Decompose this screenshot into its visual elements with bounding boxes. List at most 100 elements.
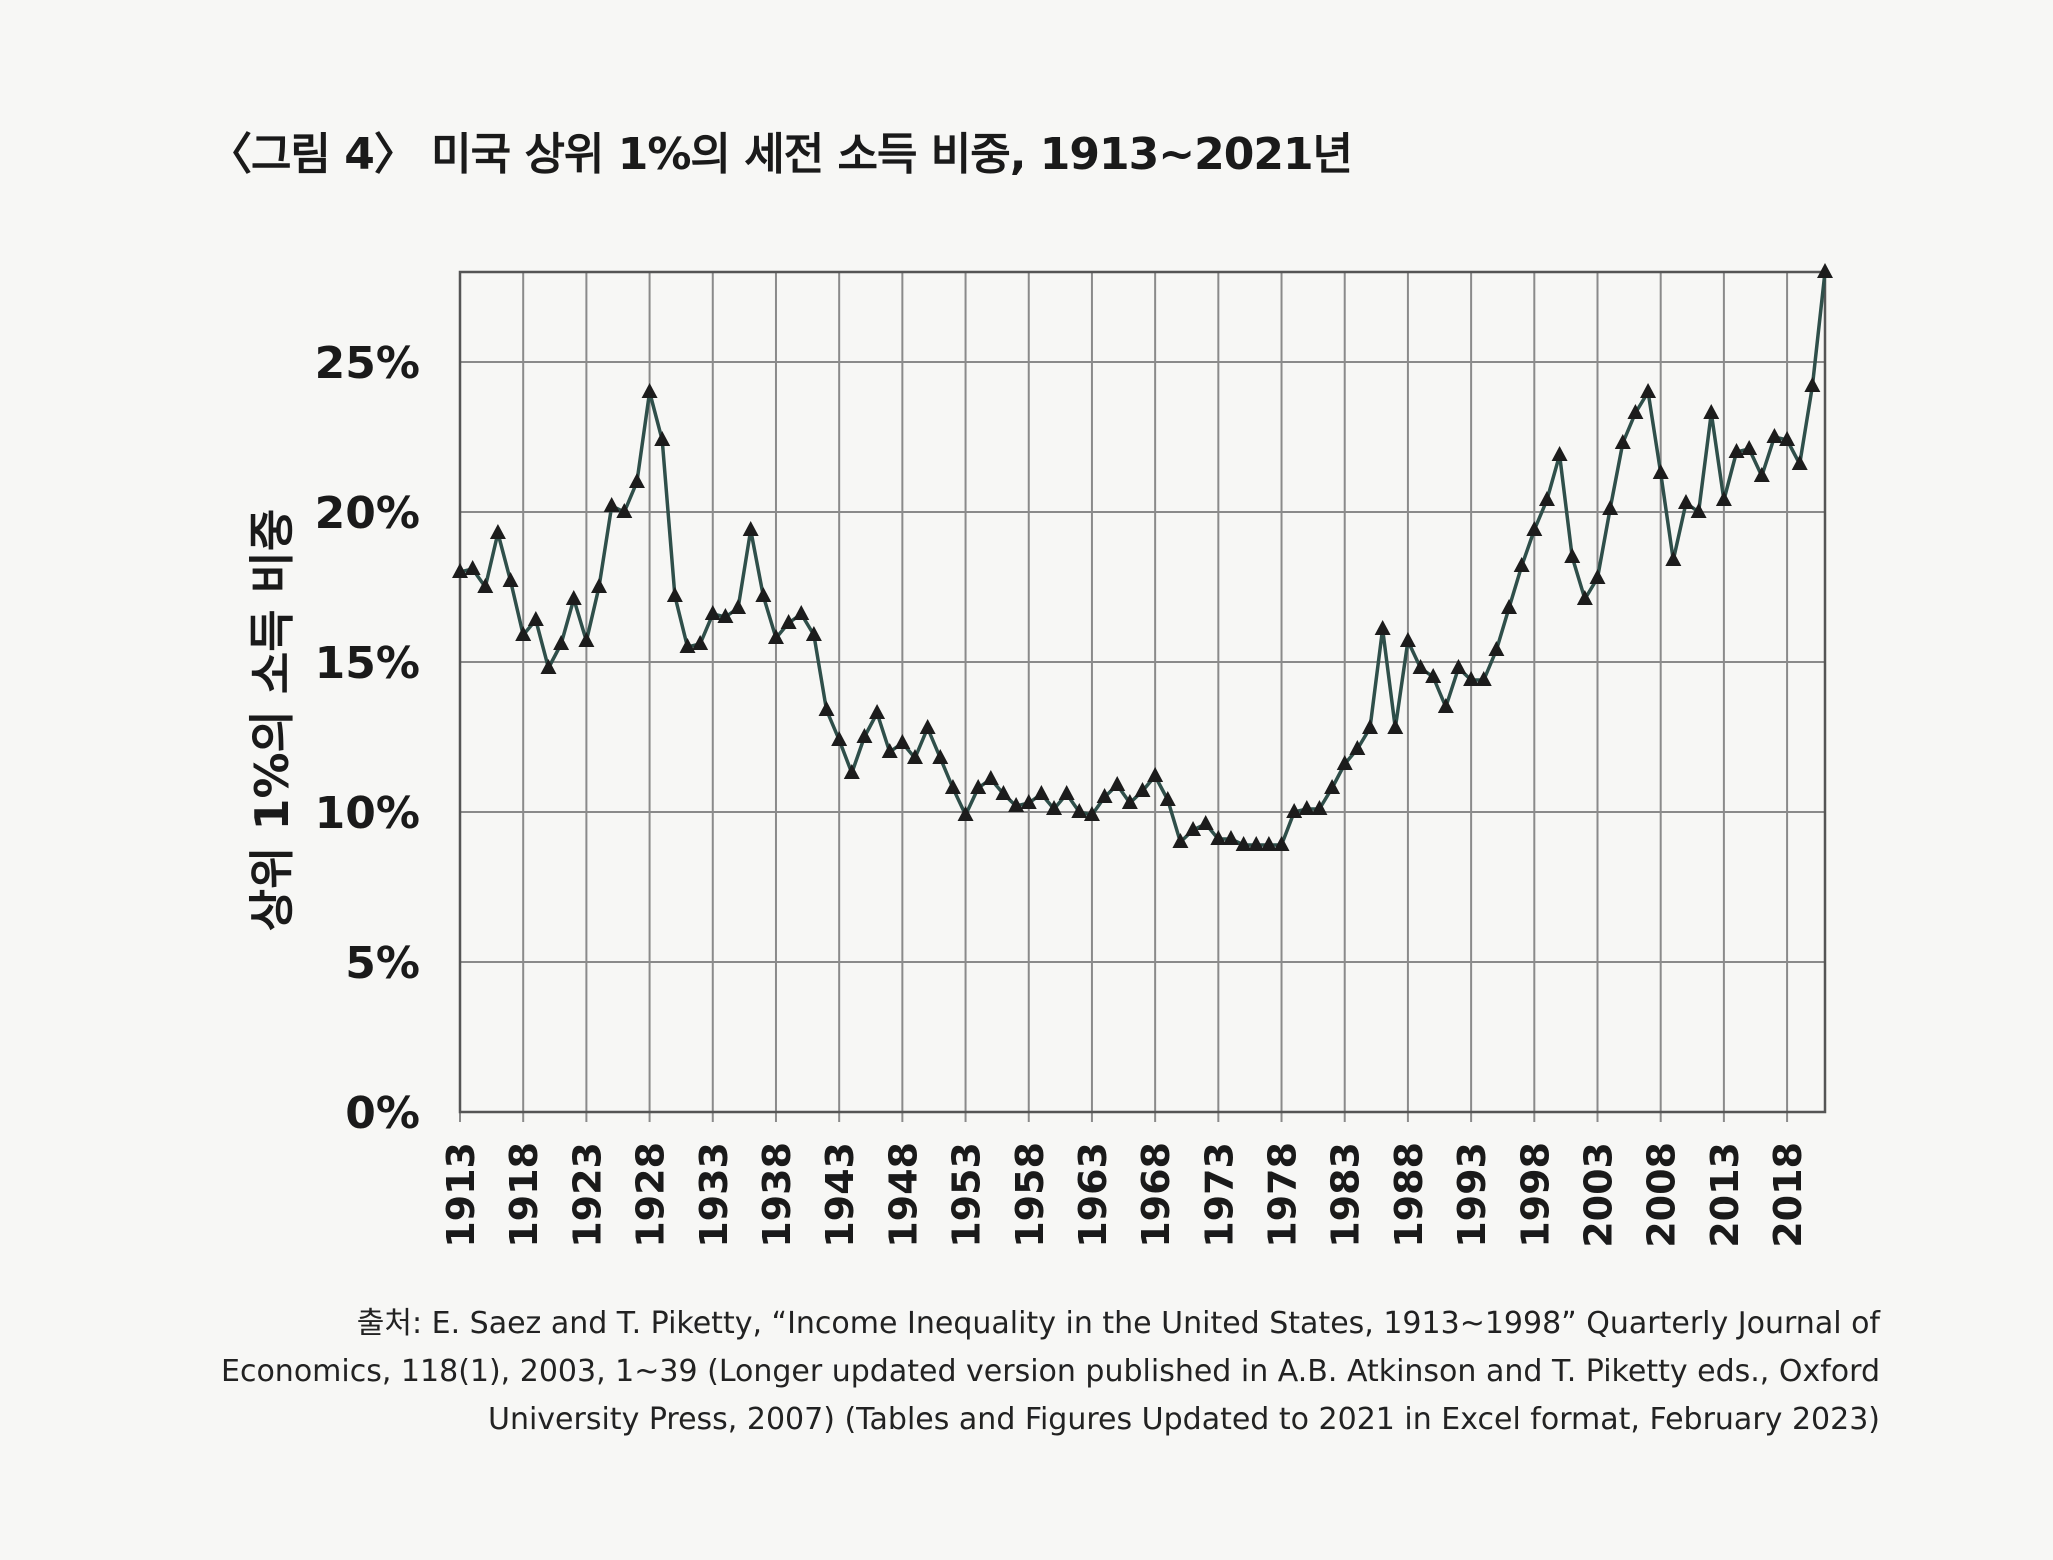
data-point-1935 [730, 599, 747, 614]
data-point-1922 [565, 590, 582, 605]
data-point-1934 [717, 608, 734, 623]
data-point-1931 [679, 638, 696, 653]
data-point-1916 [489, 524, 506, 539]
data-point-1930 [666, 587, 683, 602]
data-point-1919 [527, 611, 544, 626]
x-axis-ticks: 1913 1918 1923 1928 1933 1938 1943 1948 1953 1958… [439, 1142, 1810, 1248]
x-tick-label: 1983 [1324, 1142, 1368, 1248]
x-tick-label: 1923 [565, 1142, 609, 1248]
data-point-1996 [1501, 599, 1518, 614]
data-point-1937 [755, 587, 772, 602]
data-point-1946 [869, 704, 886, 719]
data-point-1978 [1273, 836, 1290, 851]
data-point-2002 [1576, 590, 1593, 605]
data-point-2017 [1766, 428, 1783, 443]
data-point-1989 [1412, 659, 1429, 674]
data-point-2021 [1817, 263, 1833, 278]
data-point-1949 [907, 749, 923, 764]
x-tick-label: 1993 [1450, 1142, 1494, 1248]
x-tick-label: 1938 [755, 1142, 799, 1248]
data-point-2004 [1602, 500, 1619, 515]
data-point-1986 [1374, 620, 1391, 635]
data-point-1941 [805, 626, 822, 641]
data-point-1992 [1450, 659, 1467, 674]
data-point-2012 [1703, 404, 1720, 419]
data-point-1914 [464, 560, 481, 575]
data-point-1959 [1033, 785, 1050, 800]
data-point-1964 [1096, 788, 1113, 803]
data-point-2010 [1677, 494, 1694, 509]
x-tick-label: 2003 [1577, 1142, 1621, 1248]
data-point-1945 [856, 728, 873, 743]
data-point-1987 [1387, 719, 1404, 734]
data-point-1956 [995, 785, 1012, 800]
y-tick-label: 15% [315, 638, 420, 689]
data-point-2020 [1804, 377, 1821, 392]
data-point-1990 [1425, 668, 1442, 683]
data-point-2016 [1753, 467, 1770, 482]
data-point-1920 [540, 659, 557, 674]
data-point-1953 [957, 806, 974, 821]
x-tick-label: 1948 [881, 1142, 925, 1248]
x-tick-label: 1978 [1261, 1142, 1305, 1248]
x-tick-label: 1968 [1134, 1142, 1178, 1248]
x-tick-label: 1973 [1197, 1142, 1241, 1248]
data-point-1943 [831, 731, 848, 746]
data-point-1913 [452, 563, 468, 578]
data-point-1957 [1008, 797, 1025, 812]
data-point-1955 [982, 770, 999, 785]
data-point-1933 [704, 605, 721, 620]
data-point-2006 [1627, 404, 1644, 419]
x-tick-label: 2008 [1640, 1142, 1684, 1248]
data-point-2000 [1551, 446, 1568, 461]
x-tick-label: 2013 [1703, 1142, 1747, 1248]
data-point-1994 [1475, 671, 1492, 686]
series-line [459, 271, 1827, 847]
data-point-2008 [1652, 464, 1669, 479]
data-point-1985 [1362, 719, 1378, 734]
data-point-1938 [767, 629, 784, 644]
data-point-1998 [1526, 521, 1543, 536]
data-point-1988 [1399, 632, 1416, 647]
x-tick-label: 1958 [1008, 1142, 1052, 1248]
data-point-1963 [1083, 806, 1100, 821]
x-tick-label: 1913 [439, 1142, 483, 1248]
data-point-1966 [1121, 794, 1138, 809]
data-point-1982 [1324, 779, 1341, 794]
data-point-1999 [1538, 491, 1555, 506]
y-axis-label: 상위 1%의 소득 비중 [245, 509, 299, 931]
data-point-1995 [1488, 641, 1505, 656]
data-point-1917 [502, 572, 519, 587]
y-tick-label: 25% [315, 338, 420, 389]
source-text: E. Saez and T. Piketty, “Income Inequali… [221, 1306, 1880, 1437]
data-point-1968 [1147, 767, 1164, 782]
x-tick-label: 1918 [502, 1142, 546, 1248]
data-point-1948 [894, 734, 911, 749]
data-point-1915 [477, 578, 494, 593]
data-point-1962 [1071, 803, 1088, 818]
data-point-1951 [932, 749, 949, 764]
data-point-2003 [1589, 569, 1606, 584]
data-point-1972 [1197, 815, 1214, 830]
data-point-2005 [1614, 434, 1631, 449]
y-tick-label: 0% [345, 1088, 420, 1139]
plot-frame [458, 270, 1827, 1114]
data-point-2015 [1741, 440, 1758, 455]
data-point-2014 [1728, 443, 1745, 458]
data-point-1921 [553, 635, 570, 650]
data-point-1975 [1235, 836, 1252, 851]
data-markers [452, 263, 1833, 851]
data-point-1979 [1286, 803, 1303, 818]
data-point-2009 [1665, 551, 1682, 566]
data-point-1974 [1222, 830, 1239, 845]
x-tick-label: 1933 [692, 1142, 736, 1248]
data-point-1991 [1437, 698, 1454, 713]
data-point-1977 [1260, 836, 1277, 851]
data-point-1980 [1298, 800, 1315, 815]
data-point-2018 [1779, 431, 1796, 446]
x-tick-label: 1998 [1513, 1142, 1557, 1248]
data-point-1942 [818, 701, 835, 716]
data-point-1981 [1311, 800, 1328, 815]
source-note: 출처: E. Saez and T. Piketty, “Income Ineq… [200, 1300, 1880, 1444]
